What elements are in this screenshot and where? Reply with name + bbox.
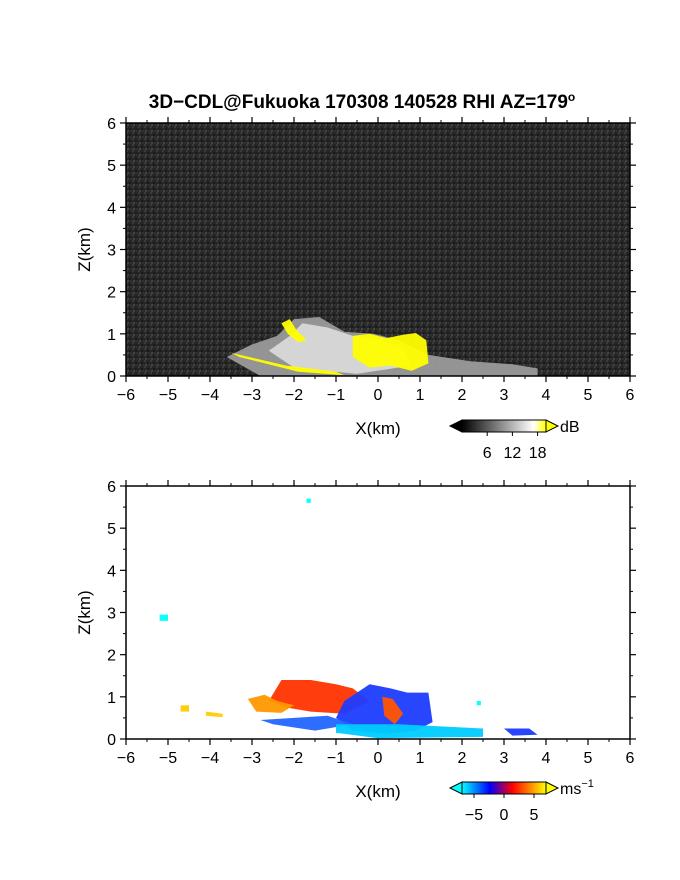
- y-tick-label: 2: [107, 285, 116, 302]
- x-axis-label: X(km): [355, 419, 400, 438]
- colorbar-tick-label: 0: [500, 807, 509, 824]
- x-tick-label: −2: [285, 387, 303, 404]
- x-axis-label: X(km): [355, 782, 400, 801]
- colorbar-tick-label: −5: [465, 807, 483, 824]
- figure-title: 3D−CDL@Fukuoka 170308 140528 RHI AZ=179o: [149, 90, 576, 113]
- colorbar: −5 0 5 ms−1: [448, 778, 594, 824]
- colorbar-tick-label: 12: [504, 445, 522, 462]
- velocity-panel: −6 −5 −4 −3 −2 −1 0 1 2 3 4 5 6 0 1 2 3 4 5 6 X(km) Z(km) −5 0 5…: [75, 479, 636, 824]
- colorbar-bar: [461, 781, 547, 795]
- x-tick-label: 6: [626, 750, 635, 767]
- y-tick-label: 3: [107, 243, 116, 260]
- x-tick-label: −4: [201, 750, 219, 767]
- colorbar-high-arrow: [545, 419, 560, 433]
- y-tick-label: 6: [107, 479, 116, 496]
- data-region-2: [352, 333, 429, 371]
- colorbar-unit: dB: [560, 419, 580, 436]
- colorbar-unit: ms−1: [560, 778, 594, 798]
- data-region-1: [247, 694, 294, 713]
- x-tick-label: 0: [374, 750, 383, 767]
- x-tick-label: −1: [327, 750, 345, 767]
- data-region-4: [231, 352, 345, 376]
- y-tick-label: 0: [107, 369, 116, 386]
- y-axis-label: Z(km): [75, 227, 94, 271]
- x-tick-label: −6: [117, 750, 135, 767]
- x-tick-label: 4: [542, 387, 551, 404]
- x-tick-label: 2: [458, 750, 467, 767]
- data-region-3: [281, 319, 307, 343]
- colorbar-bar: [461, 419, 547, 433]
- data-region-9: [159, 614, 168, 621]
- x-tick-label: 0: [374, 387, 383, 404]
- x-tick-label: 4: [542, 750, 551, 767]
- colorbar-low-arrow: [448, 781, 463, 795]
- x-tick-label: −4: [201, 387, 219, 404]
- y-tick-label: 3: [107, 606, 116, 623]
- y-tick-label: 5: [107, 158, 116, 175]
- plot-area: [126, 123, 630, 376]
- x-tick-label: −5: [159, 750, 177, 767]
- y-tick-label: 5: [107, 521, 116, 538]
- x-tick-label: −1: [327, 387, 345, 404]
- data-region-10: [306, 498, 311, 503]
- y-tick-label: 6: [107, 116, 116, 133]
- x-tick-label: 6: [626, 387, 635, 404]
- data-region-3: [382, 696, 404, 725]
- data-region-7: [180, 705, 189, 712]
- y-tick-label: 4: [107, 563, 116, 580]
- data-region-4: [260, 715, 353, 731]
- x-tick-label: −2: [285, 750, 303, 767]
- x-tick-label: 3: [500, 387, 509, 404]
- x-tick-label: 1: [416, 387, 425, 404]
- x-tick-label: 1: [416, 750, 425, 767]
- x-tick-label: −6: [117, 387, 135, 404]
- data-region-8: [205, 711, 223, 718]
- data-region-11: [476, 701, 481, 706]
- y-tick-label: 2: [107, 648, 116, 665]
- y-tick-label: 1: [107, 690, 116, 707]
- colorbar-tick-label: 5: [530, 807, 539, 824]
- x-tick-label: −3: [243, 387, 261, 404]
- colorbar-high-arrow: [545, 781, 560, 795]
- x-tick-label: 3: [500, 750, 509, 767]
- y-tick-label: 4: [107, 200, 116, 217]
- x-tick-label: 5: [584, 387, 593, 404]
- y-tick-label: 0: [107, 732, 116, 749]
- colorbar-tick-label: 18: [529, 445, 547, 462]
- x-tick-label: −5: [159, 387, 177, 404]
- y-tick-label: 1: [107, 327, 116, 344]
- data-region-6: [504, 728, 538, 736]
- colorbar-tick-label: 6: [483, 445, 492, 462]
- x-tick-label: 2: [458, 387, 467, 404]
- x-tick-label: −3: [243, 750, 261, 767]
- colorbar-low-arrow: [448, 419, 463, 433]
- colorbar: 6 12 18 dB: [448, 419, 580, 462]
- data-region-5: [336, 724, 483, 739]
- x-tick-label: 5: [584, 750, 593, 767]
- y-axis-label: Z(km): [75, 590, 94, 634]
